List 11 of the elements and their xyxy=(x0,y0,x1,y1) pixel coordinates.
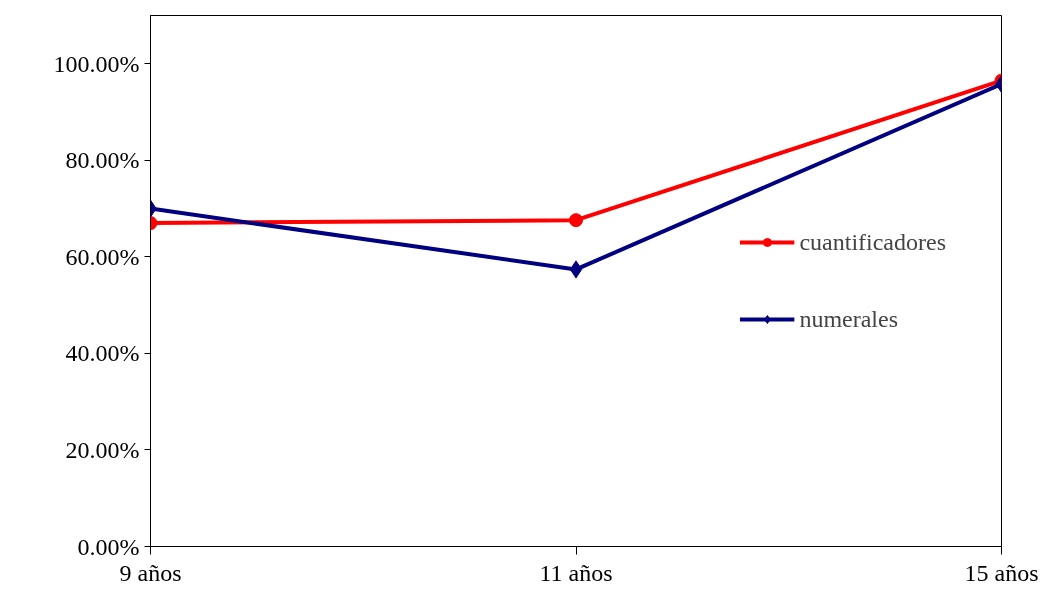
x-tick-label: 9 años xyxy=(119,559,182,586)
legend-label: cuantificadores xyxy=(799,228,946,256)
y-tick-label: 100.00% xyxy=(53,50,140,77)
y-tick-label: 60.00% xyxy=(65,243,140,270)
y-tick-label: 0.00% xyxy=(77,533,140,560)
y-tick-label: 40.00% xyxy=(65,340,140,367)
x-tick-label: 11 años xyxy=(539,559,613,586)
x-tick-label: 15 años xyxy=(964,559,1039,586)
legend-label: numerales xyxy=(799,305,899,333)
y-tick-label: 80.00% xyxy=(65,147,140,174)
y-tick-label: 20.00% xyxy=(65,436,140,463)
